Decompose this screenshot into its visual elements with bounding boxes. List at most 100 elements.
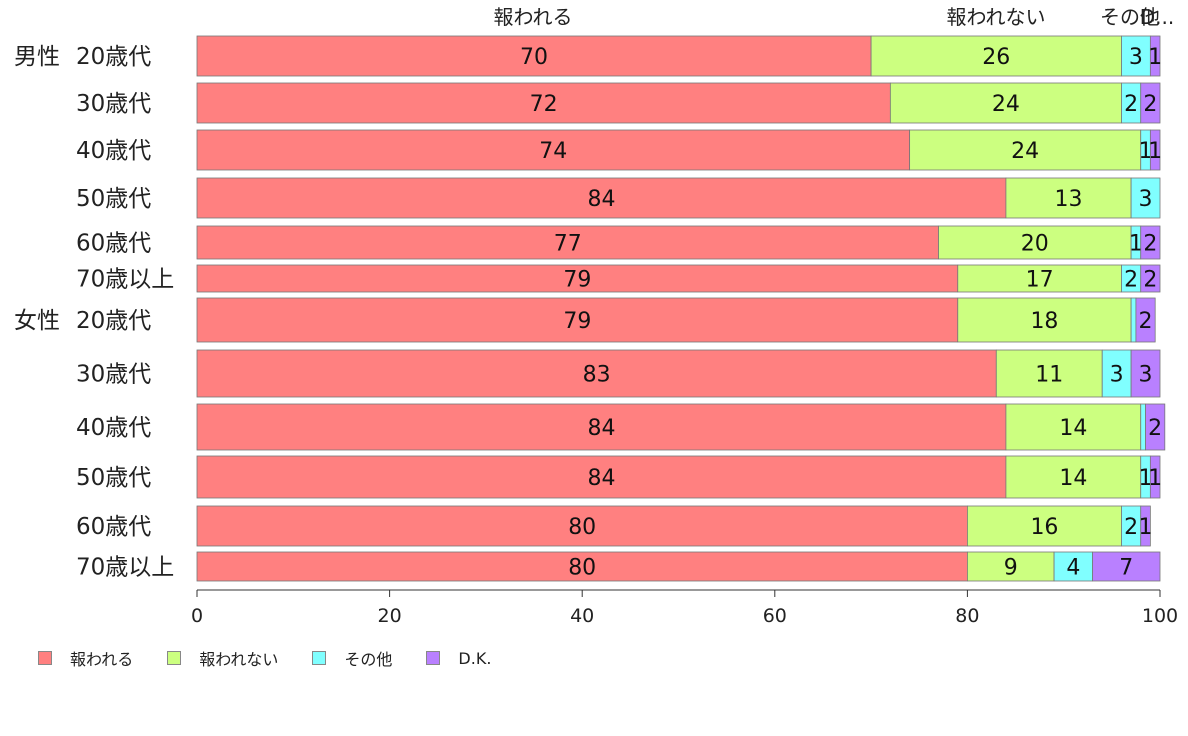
data-label: 2 [1148, 416, 1162, 441]
bar-segment [1121, 35, 1151, 77]
data-label: 1 [1139, 466, 1153, 491]
bar-segment [196, 403, 1007, 451]
column-header: その他 [1100, 5, 1160, 29]
bar-segment [967, 505, 1122, 547]
data-label: 84 [587, 466, 615, 491]
x-tick-label: 0 [191, 605, 203, 627]
data-label: 1 [1139, 139, 1153, 164]
data-label: 26 [982, 45, 1010, 70]
bar-segment [1005, 403, 1142, 451]
data-label: 2 [1124, 268, 1138, 293]
bar-segment [1140, 82, 1161, 124]
data-label: 16 [1030, 515, 1058, 540]
legend-label: その他 [344, 650, 393, 669]
bar-segment [1135, 297, 1156, 343]
data-label: 4 [1066, 556, 1080, 581]
data-label: 80 [568, 515, 596, 540]
data-label: 83 [583, 363, 611, 388]
x-tick-label: 40 [570, 605, 594, 627]
column-header: D... [1140, 5, 1174, 29]
bar-segment [1140, 225, 1161, 260]
data-label: 2 [1143, 232, 1157, 257]
bar-segment [909, 129, 1142, 171]
data-label: 84 [587, 187, 615, 212]
data-label: 2 [1124, 515, 1138, 540]
legend-swatch [167, 651, 182, 665]
bar-segment [196, 82, 891, 124]
bar-segment [196, 225, 939, 260]
data-label: 3 [1139, 363, 1153, 388]
data-label: 18 [1030, 309, 1058, 334]
bar-segment [196, 264, 959, 293]
bar-segment [1149, 455, 1161, 499]
data-label: 84 [587, 416, 615, 441]
data-label: 14 [1059, 416, 1087, 441]
x-tick-label: 80 [955, 605, 979, 627]
bar-segment [196, 177, 1007, 219]
data-label: 70 [520, 45, 548, 70]
legend-swatch [426, 651, 441, 665]
bar-segment [1140, 403, 1146, 451]
data-label: 3 [1139, 187, 1153, 212]
data-label: 2 [1139, 309, 1153, 334]
data-label: 9 [1004, 556, 1018, 581]
bar-segment [870, 35, 1122, 77]
x-axis: 0 20 40 60 80 100 [191, 589, 1178, 627]
row-label: 40歳代 [76, 138, 151, 164]
column-header: 報われる [494, 5, 573, 29]
data-label: 79 [563, 309, 591, 334]
data-label: 77 [554, 232, 582, 257]
column-header: 報われない [947, 5, 1046, 29]
row-label: 20歳代 [76, 308, 151, 334]
x-tick-label: 60 [763, 605, 787, 627]
legend-label: 報われない [199, 650, 279, 669]
data-label: 79 [563, 268, 591, 293]
bar-segment [1149, 129, 1161, 171]
row-group-label: 男性 [14, 44, 60, 70]
bar-segment [1005, 177, 1132, 219]
data-label: 11 [1035, 363, 1063, 388]
data-label: 74 [539, 139, 567, 164]
bar-segment [1130, 349, 1161, 398]
bar-segment [196, 297, 959, 343]
bar-segment [1140, 505, 1151, 547]
data-label: 20 [1021, 232, 1049, 257]
data-label: 1 [1148, 466, 1162, 491]
data-label: 14 [1059, 466, 1087, 491]
data-label: 1 [1129, 232, 1143, 257]
bar-segment [1145, 403, 1166, 451]
data-label: 13 [1055, 187, 1083, 212]
bar-segment [196, 35, 872, 77]
bar-segment [1140, 264, 1161, 293]
data-label: 2 [1124, 92, 1138, 117]
data-label: 7 [1119, 556, 1133, 581]
bar-segment [196, 551, 968, 582]
bar-segment [196, 455, 1007, 499]
row-label: 70歳以上 [76, 555, 174, 581]
row-label: 30歳代 [76, 362, 151, 388]
data-label: 2 [1143, 92, 1157, 117]
bar-segment [196, 349, 997, 398]
row-label: 20歳代 [76, 44, 151, 70]
legend-item: 報われる [38, 646, 133, 670]
bar-segment [967, 551, 1055, 582]
data-label: 1 [1148, 45, 1162, 70]
row-label: 70歳以上 [76, 267, 174, 293]
bar-segment [196, 129, 911, 171]
row-label: 50歳代 [76, 465, 151, 491]
bar-segment [1130, 177, 1161, 219]
data-label: 80 [568, 556, 596, 581]
x-tick-label: 20 [378, 605, 402, 627]
data-label: 2 [1143, 268, 1157, 293]
legend-label: D.K. [458, 648, 492, 668]
data-label: 17 [1026, 268, 1054, 293]
data-label: 1 [1139, 515, 1153, 540]
row-label: 60歳代 [76, 514, 151, 540]
bar-segment [1005, 455, 1142, 499]
column-headers: 報われる 報われない その他D... [494, 5, 1175, 29]
legend: 報われる 報われない その他 D.K. [38, 646, 525, 670]
x-tick-label: 100 [1142, 605, 1178, 627]
bar-segment [196, 505, 968, 547]
data-label: 3 [1110, 363, 1124, 388]
